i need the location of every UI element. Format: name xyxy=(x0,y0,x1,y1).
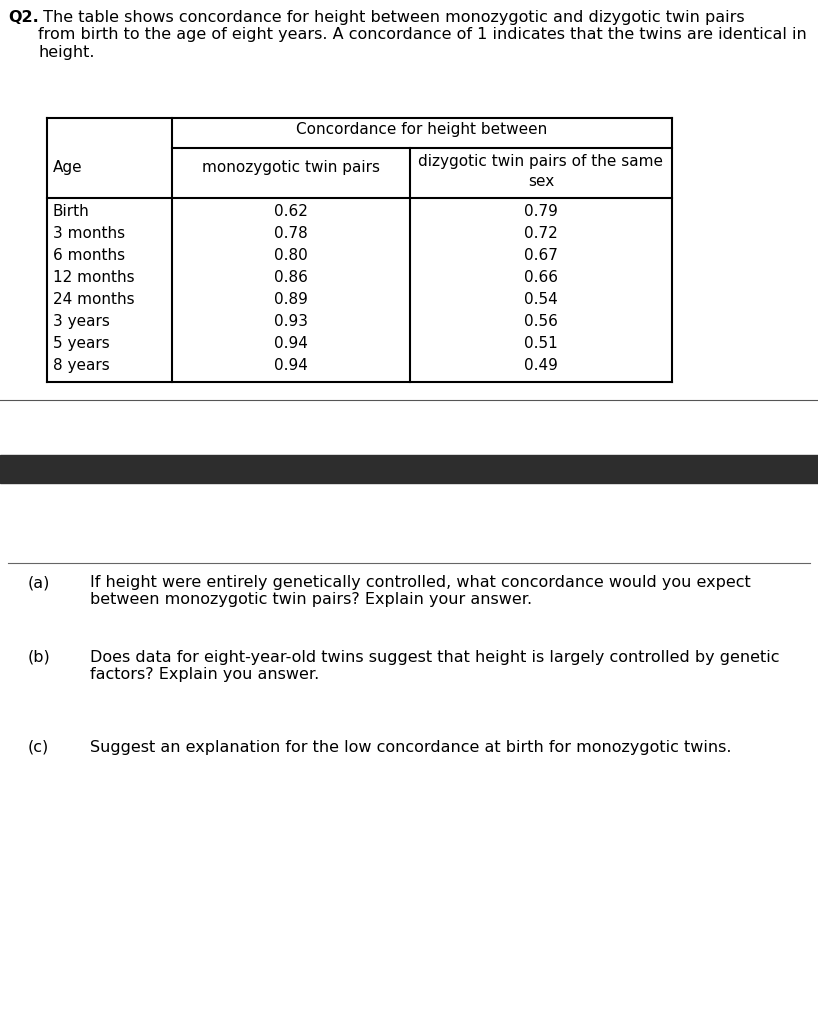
Text: 0.94: 0.94 xyxy=(274,336,308,351)
Text: 0.94: 0.94 xyxy=(274,358,308,373)
Text: 3 years: 3 years xyxy=(53,314,110,329)
Text: Q2.: Q2. xyxy=(8,10,38,25)
Bar xyxy=(0,455,818,483)
Text: Age: Age xyxy=(53,160,83,175)
Text: 0.78: 0.78 xyxy=(274,226,308,241)
Text: If height were entirely genetically controlled, what concordance would you expec: If height were entirely genetically cont… xyxy=(90,575,751,607)
Text: Does data for eight-year-old twins suggest that height is largely controlled by : Does data for eight-year-old twins sugge… xyxy=(90,650,780,682)
Text: (b): (b) xyxy=(28,650,51,665)
Text: 0.51: 0.51 xyxy=(524,336,558,351)
Text: 0.80: 0.80 xyxy=(274,248,308,263)
Text: dizygotic twin pairs of the same
sex: dizygotic twin pairs of the same sex xyxy=(419,154,663,188)
Text: 0.66: 0.66 xyxy=(524,270,558,285)
Text: 3 months: 3 months xyxy=(53,226,125,241)
Text: 12 months: 12 months xyxy=(53,270,135,285)
Text: 24 months: 24 months xyxy=(53,292,135,307)
Text: 0.86: 0.86 xyxy=(274,270,308,285)
Text: 0.49: 0.49 xyxy=(524,358,558,373)
Text: (c): (c) xyxy=(28,740,49,755)
Text: 6 months: 6 months xyxy=(53,248,125,263)
Text: 0.79: 0.79 xyxy=(524,204,558,219)
Text: Concordance for height between: Concordance for height between xyxy=(296,122,547,137)
Text: Birth: Birth xyxy=(53,204,90,219)
Text: Suggest an explanation for the low concordance at birth for monozygotic twins.: Suggest an explanation for the low conco… xyxy=(90,740,731,755)
Text: 0.89: 0.89 xyxy=(274,292,308,307)
Text: 0.54: 0.54 xyxy=(524,292,558,307)
Text: monozygotic twin pairs: monozygotic twin pairs xyxy=(202,160,380,175)
Text: (a): (a) xyxy=(28,575,51,590)
Text: 0.72: 0.72 xyxy=(524,226,558,241)
Text: 0.62: 0.62 xyxy=(274,204,308,219)
Text: 0.93: 0.93 xyxy=(274,314,308,329)
Text: 0.67: 0.67 xyxy=(524,248,558,263)
Text: 0.56: 0.56 xyxy=(524,314,558,329)
Text: 5 years: 5 years xyxy=(53,336,110,351)
Text: 8 years: 8 years xyxy=(53,358,110,373)
Text: The table shows concordance for height between monozygotic and dizygotic twin pa: The table shows concordance for height b… xyxy=(38,10,807,59)
